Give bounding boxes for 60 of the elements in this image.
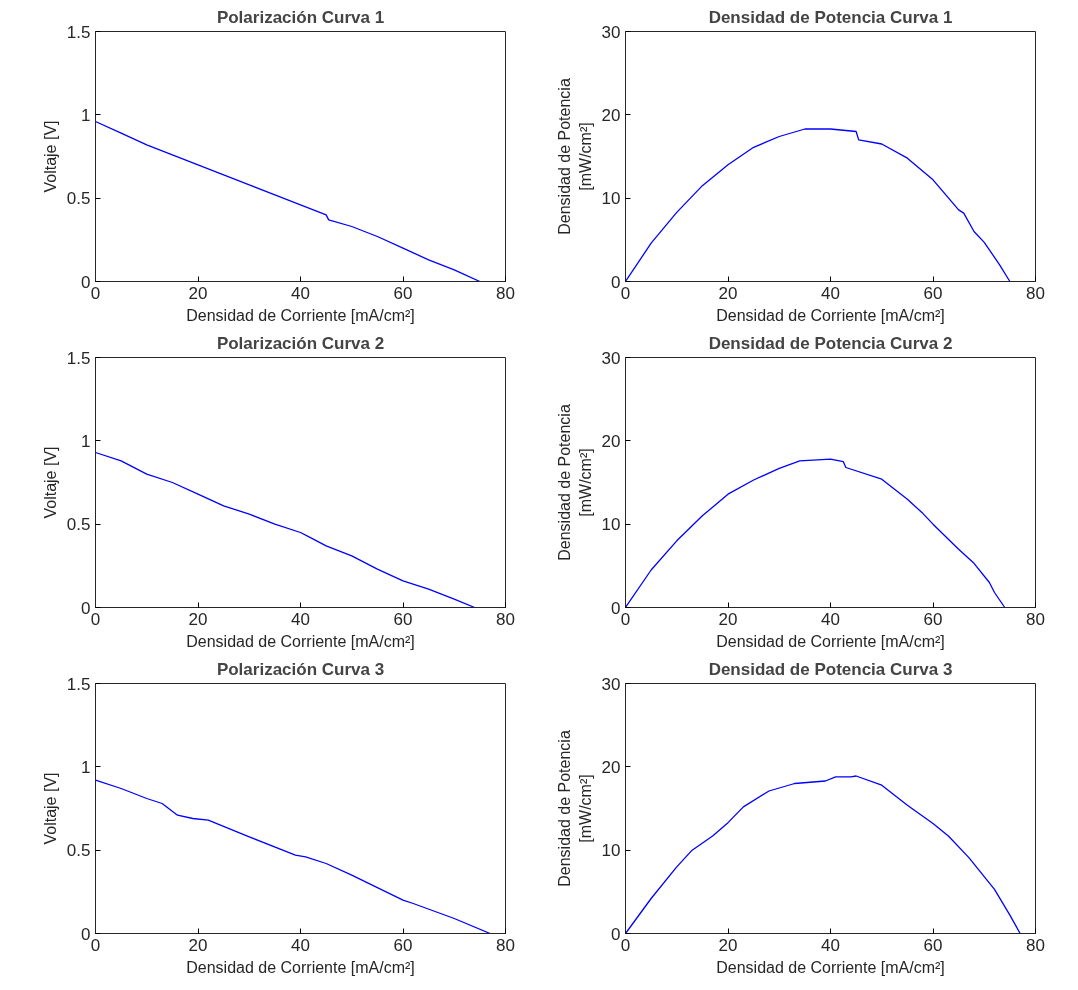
- y-tick-label: 0.5: [66, 841, 91, 861]
- x-tick-label: 60: [923, 609, 943, 629]
- x-tick-label: 80: [496, 935, 515, 955]
- y-axis-title: Densidad de Potencia [mW/cm²]: [556, 78, 594, 235]
- x-tick-label: 40: [291, 283, 310, 303]
- x-tick-label: 20: [188, 609, 208, 629]
- y-axis-title: Densidad de Potencia [mW/cm²]: [556, 730, 594, 887]
- x-tick-label: 80: [1026, 283, 1045, 303]
- y-tick-label: 1.5: [66, 22, 91, 42]
- y-tick-label: 1.5: [66, 348, 91, 368]
- x-tick-label: 60: [393, 609, 413, 629]
- x-tick-label: 20: [188, 935, 208, 955]
- x-tick-label: 40: [291, 935, 310, 955]
- x-tick-label: 20: [188, 283, 208, 303]
- x-tick-label: 40: [821, 283, 840, 303]
- x-tick-label: 20: [718, 935, 738, 955]
- y-tick-label: 0.5: [66, 515, 91, 535]
- x-tick-label: 40: [291, 609, 310, 629]
- y-tick-label: 1.5: [66, 674, 91, 694]
- x-tick-label: 60: [393, 935, 413, 955]
- y-tick-label: 10: [601, 515, 621, 535]
- x-tick-label: 80: [1026, 935, 1045, 955]
- x-tick-label: 80: [496, 609, 515, 629]
- x-tick-label: 40: [821, 935, 840, 955]
- y-tick-label: 30: [601, 22, 621, 42]
- x-tick-label: 40: [821, 609, 840, 629]
- y-tick-label: 30: [601, 674, 621, 694]
- y-axis-title: Voltaje [V]: [41, 446, 59, 519]
- x-axis-title: Densidad de Corriente [mA/cm²]: [716, 632, 945, 650]
- chart-title: Densidad de Potencia Curva 1: [708, 7, 953, 27]
- y-tick-label: 1: [81, 105, 91, 125]
- y-axis-title: Densidad de Potencia [mW/cm²]: [556, 404, 594, 561]
- x-axis-title: Densidad de Corriente [mA/cm²]: [186, 306, 415, 324]
- x-tick-label: 20: [718, 283, 738, 303]
- y-tick-label: 20: [601, 431, 621, 451]
- y-tick-label: 30: [601, 348, 621, 368]
- y-tick-label: 1: [81, 757, 91, 777]
- x-tick-label: 60: [923, 283, 943, 303]
- x-tick-label: 60: [923, 935, 943, 955]
- x-tick-label: 60: [393, 283, 413, 303]
- chart-title: Polarización Curva 2: [216, 333, 385, 353]
- x-axis-title: Densidad de Corriente [mA/cm²]: [186, 958, 415, 976]
- y-axis-title: Voltaje [V]: [41, 772, 59, 845]
- y-tick-label: 1: [81, 431, 91, 451]
- x-tick-label: 80: [496, 283, 515, 303]
- x-axis-title: Densidad de Corriente [mA/cm²]: [716, 306, 945, 324]
- chart-title: Densidad de Potencia Curva 2: [708, 333, 953, 353]
- y-tick-label: 10: [601, 189, 621, 209]
- x-tick-label: 80: [1026, 609, 1045, 629]
- y-tick-label: 20: [601, 105, 621, 125]
- y-tick-label: 20: [601, 757, 621, 777]
- chart-title: Polarización Curva 1: [216, 7, 385, 27]
- y-tick-label: 0.5: [66, 189, 91, 209]
- x-axis-title: Densidad de Corriente [mA/cm²]: [716, 958, 945, 976]
- x-axis-title: Densidad de Corriente [mA/cm²]: [186, 632, 415, 650]
- y-tick-label: 10: [601, 841, 621, 861]
- chart-title: Densidad de Potencia Curva 3: [708, 659, 953, 679]
- chart-title: Polarización Curva 3: [216, 659, 385, 679]
- x-tick-label: 20: [718, 609, 738, 629]
- y-axis-title: Voltaje [V]: [41, 120, 59, 193]
